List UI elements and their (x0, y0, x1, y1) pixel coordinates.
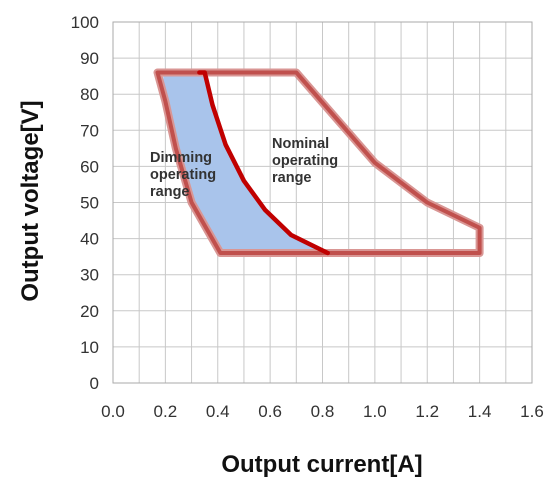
x-tick-label: 0.4 (206, 402, 230, 421)
grid (113, 22, 532, 383)
region-annotations: Dimming operating range Nominal operating ran… (150, 136, 338, 200)
y-tick-labels: 0 10 20 30 40 50 60 70 80 90 100 (71, 13, 99, 393)
x-tick-label: 0.2 (154, 402, 178, 421)
x-tick-labels: 0.0 0.2 0.4 0.6 0.8 1.0 1.2 1.4 1.6 (101, 402, 544, 421)
x-tick-label: 0.0 (101, 402, 125, 421)
boundary-curves (197, 70, 330, 256)
plot-frame (112, 21, 533, 384)
dimming-range-fill (162, 72, 323, 253)
y-tick-label: 70 (80, 121, 99, 140)
y-tick-label: 90 (80, 49, 99, 68)
y-tick-label: 0 (90, 374, 99, 393)
x-tick-label: 0.8 (311, 402, 335, 421)
nominal-range-label: Nominal operating range (272, 136, 338, 186)
nominal-range-outline (155, 70, 482, 255)
y-tick-label: 40 (80, 230, 99, 249)
y-tick-label: 10 (80, 338, 99, 357)
x-axis-title: Output current[A] (221, 451, 422, 478)
dimming-range-label: Dimming operating range (150, 150, 216, 200)
dimming-boundary-curve (197, 70, 330, 256)
y-axis-title: Output voltage[V] (17, 100, 44, 301)
x-tick-label: 1.0 (363, 402, 387, 421)
y-tick-label: 80 (80, 85, 99, 104)
x-tick-label: 1.6 (520, 402, 544, 421)
x-tick-label: 1.4 (468, 402, 492, 421)
y-tick-label: 20 (80, 302, 99, 321)
y-tick-label: 100 (71, 13, 99, 32)
y-tick-label: 50 (80, 194, 99, 213)
regions (153, 68, 484, 257)
x-tick-label: 1.2 (415, 402, 439, 421)
x-tick-label: 0.6 (258, 402, 282, 421)
y-tick-label: 60 (80, 157, 99, 176)
y-tick-label: 30 (80, 266, 99, 285)
